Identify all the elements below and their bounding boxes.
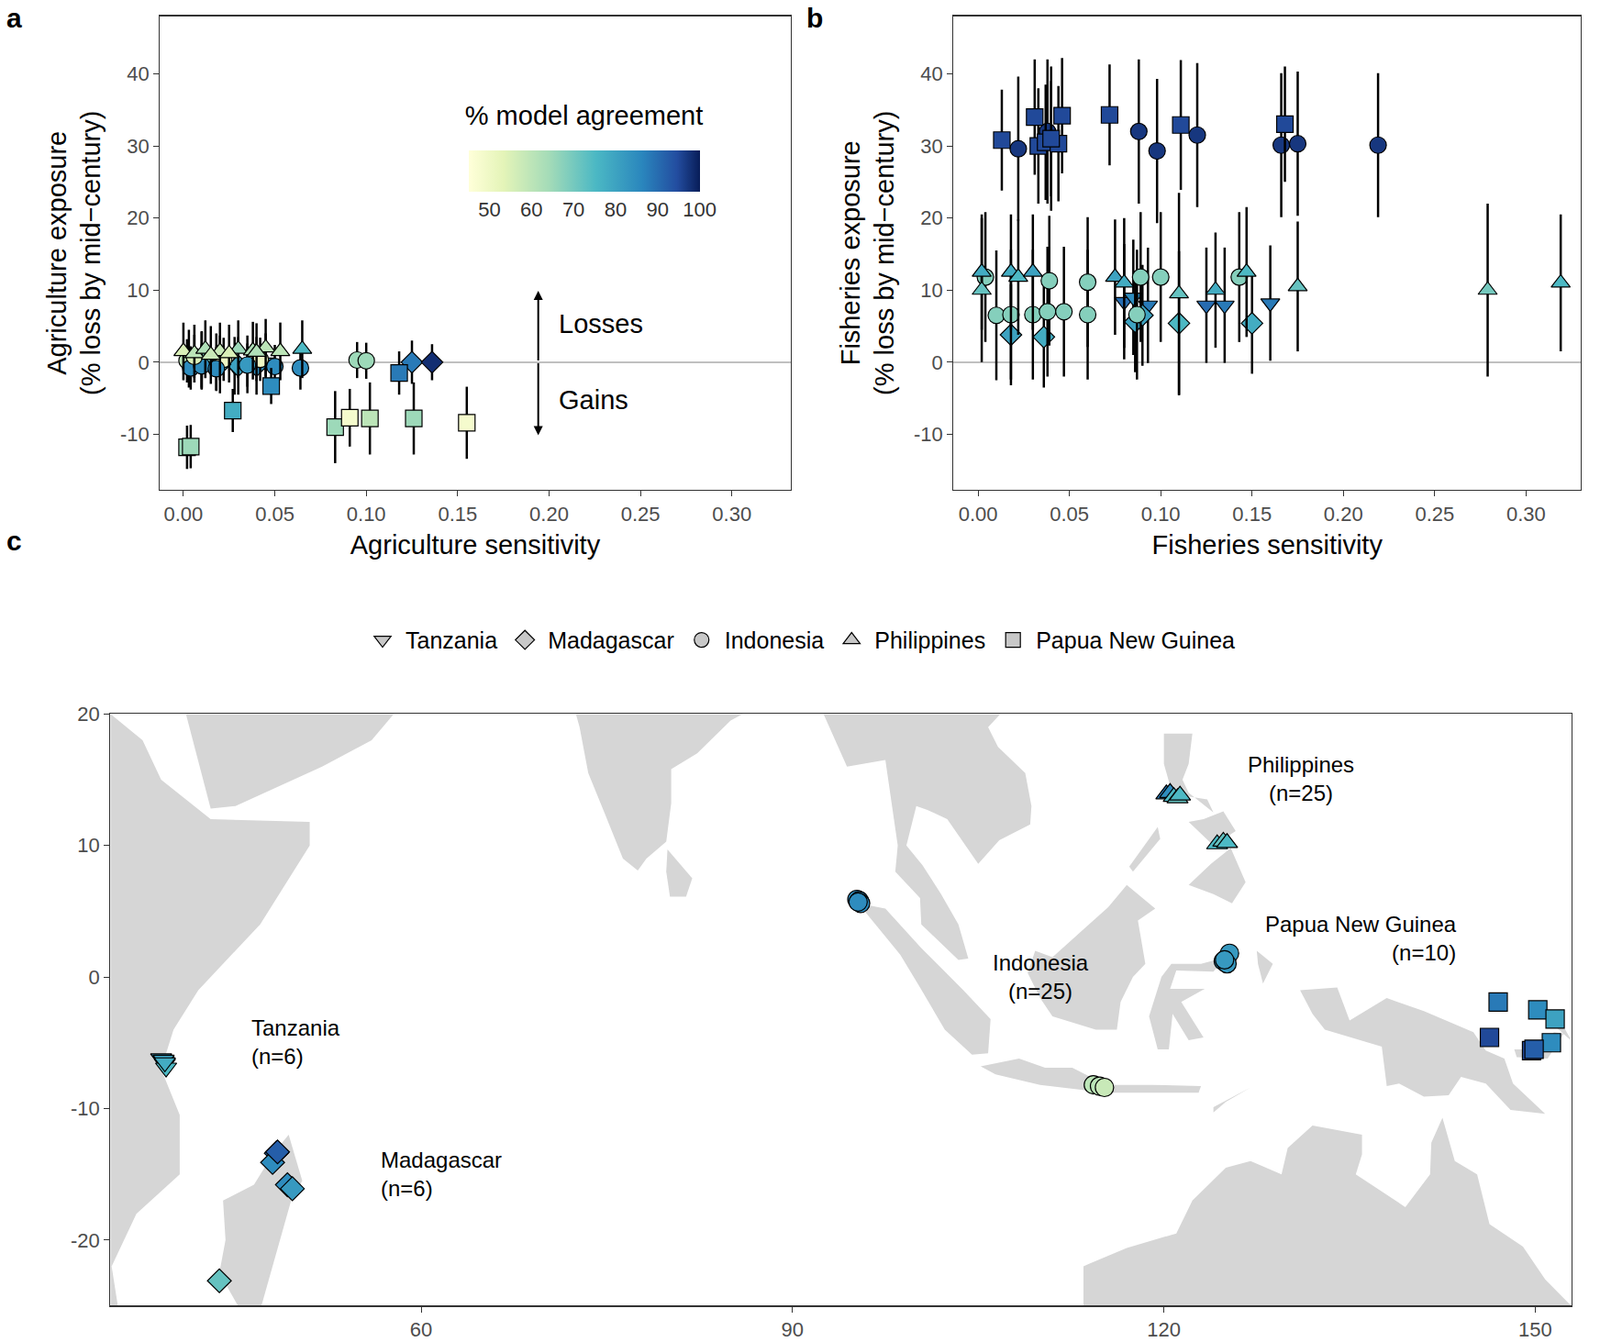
svg-text:Madagascar(n=6): Madagascar(n=6) [380,1147,502,1201]
svg-text:0: 0 [88,966,100,989]
svg-text:100: 100 [682,198,717,222]
svg-text:Fisheries sensitivity: Fisheries sensitivity [1152,530,1384,560]
svg-text:90: 90 [781,1318,804,1342]
svg-text:0.00: 0.00 [958,502,999,526]
svg-text:80: 80 [604,198,627,222]
svg-text:40: 40 [920,62,943,86]
svg-text:-10: -10 [70,1097,100,1121]
svg-text:0.30: 0.30 [1506,502,1546,526]
svg-text:Indonesia(n=25): Indonesia(n=25) [992,950,1089,1004]
svg-text:0.20: 0.20 [1323,502,1364,526]
svg-text:Papua New Guinea(n=10): Papua New Guinea(n=10) [1265,911,1457,966]
svg-text:0.15: 0.15 [1232,502,1272,526]
svg-text:Gains: Gains [558,385,629,415]
svg-text:0.00: 0.00 [163,502,203,526]
svg-text:30: 30 [920,134,943,158]
svg-text:Madagascar: Madagascar [547,627,675,654]
svg-text:40: 40 [126,62,149,86]
svg-text:-20: -20 [70,1229,100,1253]
svg-text:0.15: 0.15 [437,502,478,526]
svg-text:50: 50 [477,198,500,222]
svg-text:10: 10 [920,278,943,302]
svg-text:0.05: 0.05 [1049,502,1089,526]
svg-text:a: a [6,2,23,34]
svg-text:60: 60 [520,198,543,222]
svg-text:-10: -10 [913,422,944,446]
svg-text:Papua New Guinea: Papua New Guinea [1035,627,1235,654]
svg-text:70: 70 [562,198,585,222]
svg-text:90: 90 [645,198,668,222]
svg-text:Tanzania: Tanzania [405,627,498,654]
svg-text:30: 30 [126,134,149,158]
svg-text:0.30: 0.30 [711,502,752,526]
svg-text:20: 20 [920,206,943,230]
svg-text:10: 10 [77,833,100,857]
svg-text:Philippines(n=25): Philippines(n=25) [1247,752,1355,806]
svg-text:% model agreement: % model agreement [465,100,704,131]
svg-text:0: 0 [932,351,944,375]
svg-text:0: 0 [138,351,150,375]
svg-text:60: 60 [410,1318,433,1342]
svg-text:Philippines: Philippines [874,627,986,654]
svg-text:c: c [6,525,23,556]
svg-text:Tanzania(n=6): Tanzania(n=6) [251,1015,341,1069]
svg-text:0.10: 0.10 [346,502,387,526]
svg-text:10: 10 [126,278,149,302]
svg-text:Agriculture sensitivity: Agriculture sensitivity [350,530,601,560]
svg-text:20: 20 [77,702,100,726]
svg-text:0.25: 0.25 [621,502,661,526]
svg-text:0.20: 0.20 [529,502,569,526]
svg-text:Indonesia: Indonesia [724,627,825,654]
svg-text:0.10: 0.10 [1141,502,1181,526]
svg-text:20: 20 [126,206,149,230]
svg-text:Agriculture exposure(% loss by: Agriculture exposure(% loss by mid−centu… [42,111,107,396]
svg-text:Fisheries exposure(% loss by m: Fisheries exposure(% loss by mid−century… [835,111,900,396]
svg-text:-10: -10 [120,422,150,446]
svg-text:Losses: Losses [558,309,644,339]
svg-text:120: 120 [1146,1318,1181,1342]
svg-text:0.05: 0.05 [255,502,295,526]
svg-text:b: b [806,2,823,34]
svg-text:0.25: 0.25 [1414,502,1455,526]
svg-text:150: 150 [1518,1318,1553,1342]
